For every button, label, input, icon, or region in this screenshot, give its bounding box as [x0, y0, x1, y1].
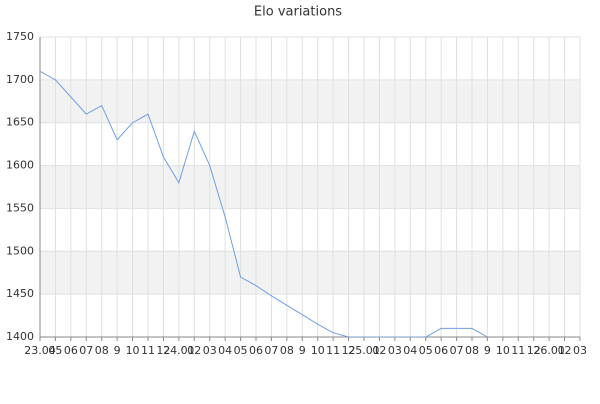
x-tick-label: 05 [234, 344, 248, 357]
x-tick-label: 03 [388, 344, 402, 357]
x-tick-label: 08 [465, 344, 479, 357]
x-tick-label: 02 [187, 344, 201, 357]
x-tick-label: 11 [141, 344, 155, 357]
grid-band [40, 165, 580, 209]
y-tick-label: 1650 [6, 116, 34, 129]
y-tick-label: 1550 [6, 201, 34, 214]
x-tick-label: 06 [64, 344, 78, 357]
x-tick-label: 02 [558, 344, 572, 357]
x-tick-label: 02 [372, 344, 386, 357]
y-tick-label: 1700 [6, 73, 34, 86]
x-tick-label: 11 [326, 344, 340, 357]
x-tick-label: 08 [280, 344, 294, 357]
x-tick-label: 12 [156, 344, 170, 357]
y-tick-label: 1400 [6, 330, 34, 343]
x-tick-label: 11 [511, 344, 525, 357]
x-tick-label: 10 [126, 344, 140, 357]
x-tick-label: 12 [527, 344, 541, 357]
x-tick-label: 10 [496, 344, 510, 357]
y-tick-label: 1600 [6, 159, 34, 172]
x-tick-label: 08 [95, 344, 109, 357]
x-tick-label: 07 [79, 344, 93, 357]
x-tick-label: 06 [249, 344, 263, 357]
x-tick-label: 12 [342, 344, 356, 357]
y-tick-label: 1750 [6, 30, 34, 43]
y-tick-label: 1500 [6, 244, 34, 257]
grid-band [40, 251, 580, 295]
x-tick-label: 9 [114, 344, 121, 357]
x-tick-label: 9 [484, 344, 491, 357]
x-tick-label: 06 [434, 344, 448, 357]
x-tick-label: 03 [203, 344, 217, 357]
x-tick-label: 03 [573, 344, 587, 357]
x-tick-label: 07 [264, 344, 278, 357]
line-series [40, 70, 488, 337]
x-tick-label: 07 [450, 344, 464, 357]
chart-title: Elo variations [254, 5, 342, 20]
x-tick-label: 04 [218, 344, 232, 357]
x-tick-label: 05 [419, 344, 433, 357]
x-tick-label: 04 [403, 344, 417, 357]
x-tick-label: 9 [299, 344, 306, 357]
grid-band [40, 79, 580, 123]
x-tick-label: 05 [48, 344, 62, 357]
x-tick-label: 25.01 [348, 344, 380, 357]
x-tick-label: 24.01 [163, 344, 195, 357]
x-tick-label: 23.04 [24, 344, 56, 357]
x-tick-label: 26.01 [533, 344, 565, 357]
y-tick-label: 1450 [6, 287, 34, 300]
x-tick-label: 10 [311, 344, 325, 357]
